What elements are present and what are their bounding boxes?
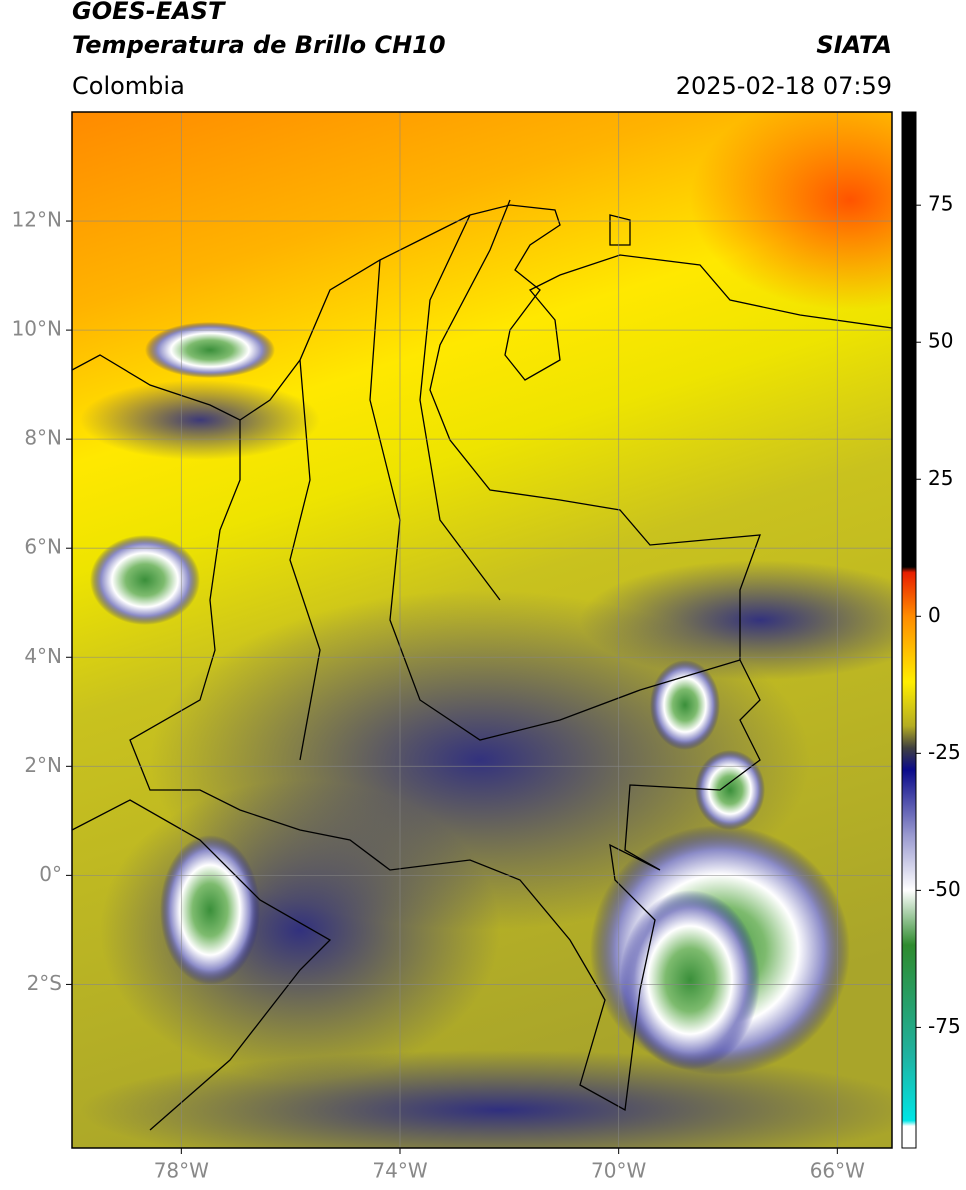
title: Temperatura de Brillo CH10 <box>72 31 446 59</box>
convective-cell <box>620 890 760 1070</box>
satellite-image <box>72 112 892 1148</box>
source: SIATA <box>816 31 892 59</box>
convective-cell <box>145 322 275 378</box>
lat-tick-label: 2°S <box>27 971 62 995</box>
cloud-band <box>80 380 320 460</box>
colorbar-tick-label: -50 <box>928 877 961 901</box>
convective-cell <box>90 535 200 625</box>
lat-tick-label: 2°N <box>24 753 62 777</box>
lat-tick-label: 0° <box>39 862 62 886</box>
lat-tick-label: 4°N <box>24 644 62 668</box>
colorbar-tick-label: 50 <box>928 329 953 353</box>
lat-tick-label: 8°N <box>24 426 62 450</box>
cloud-band <box>100 780 500 1080</box>
lon-tick-label: 78°W <box>154 1159 209 1183</box>
colorbar-tick-label: 25 <box>928 466 953 490</box>
graticule <box>72 112 892 1148</box>
lat-tick-label: 12°N <box>12 208 62 232</box>
lon-tick-label: 70°W <box>591 1159 646 1183</box>
colorbar-tick-label: -25 <box>928 740 961 764</box>
colorbar-tick-label: 0 <box>928 603 941 627</box>
region: Colombia <box>72 72 185 100</box>
lat-tick-label: 10°N <box>12 317 62 341</box>
cloud-band <box>580 560 892 680</box>
lon-tick-label: 66°W <box>810 1159 865 1183</box>
datetime: 2025-02-18 07:59 <box>676 72 892 100</box>
title: GOES-EAST <box>72 0 226 25</box>
convective-cell <box>160 835 260 985</box>
map-frame <box>71 111 893 1149</box>
convective-cell <box>695 750 765 830</box>
colorbar <box>901 111 917 1149</box>
cloud-band <box>80 1050 892 1148</box>
warm-area <box>690 112 892 310</box>
lon-tick-label: 74°W <box>372 1159 427 1183</box>
borders <box>72 199 892 1131</box>
convective-cell <box>650 660 720 750</box>
colorbar-tick-label: -75 <box>928 1014 961 1038</box>
colorbar-tick-label: 75 <box>928 192 953 216</box>
lat-tick-label: 6°N <box>24 535 62 559</box>
